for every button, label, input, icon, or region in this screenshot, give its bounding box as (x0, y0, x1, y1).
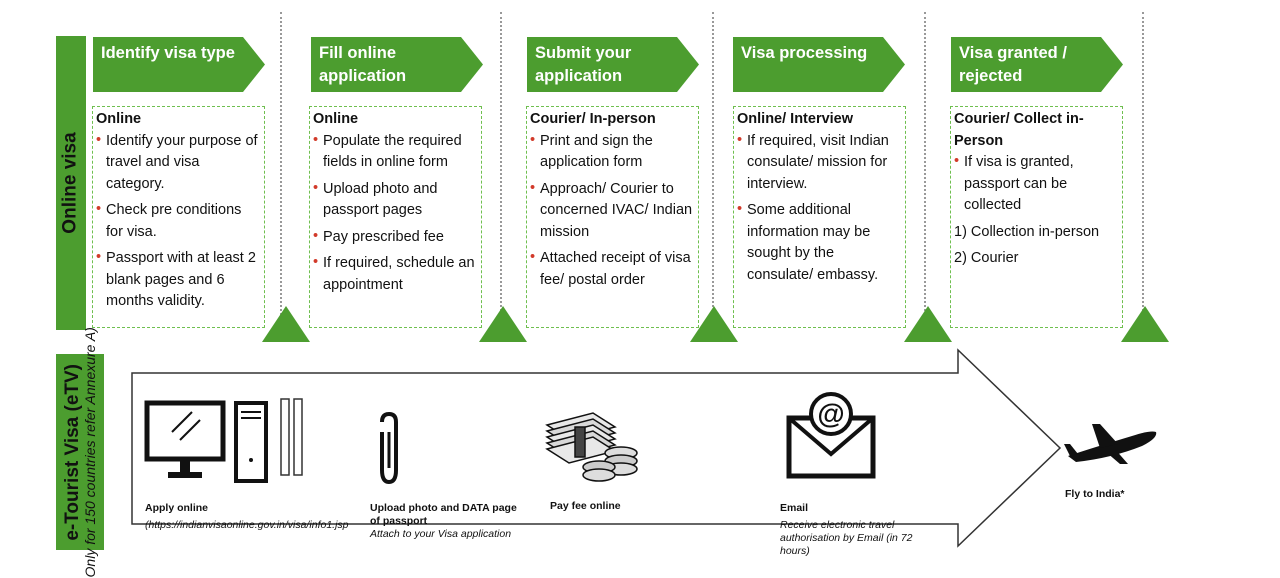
paperclip-icon (380, 411, 398, 485)
step-5-option: 2) Courier (954, 250, 1019, 266)
step-1-box: Online Identify your purpose of travel a… (92, 106, 265, 328)
step-3-bullet: Approach/ Courier to concerned IVAC/ Ind… (530, 178, 695, 244)
etv-email-label: Email (780, 502, 809, 514)
separator (500, 12, 502, 315)
step-3-bullet: Print and sign the application form (530, 130, 695, 174)
etv-pay-label: Pay fee online (550, 500, 621, 512)
step-1-mode: Online (96, 111, 142, 127)
etv-step-email: Email Receive electronic travel authoris… (780, 502, 930, 558)
step-1-bullet: Identify your purpose of travel and visa… (96, 130, 261, 196)
step-3-header: Submit your application (527, 37, 699, 92)
etv-step-fly: Fly to India* (1065, 488, 1165, 501)
step-2-box: Online Populate the required fields in o… (309, 106, 482, 328)
step-4-mode: Online/ Interview (737, 111, 854, 127)
step-5-mode: Courier/ Collect in-Person (954, 111, 1084, 149)
step-5-bullet: If visa is granted, passport can be coll… (954, 151, 1119, 217)
step-2-bullet: Pay prescribed fee (313, 226, 478, 249)
svg-text:@: @ (817, 398, 844, 429)
money-icon (545, 412, 638, 482)
etv-email-sub: Receive electronic travel authorisation … (780, 519, 913, 557)
etv-label-note: Only for 150 countries refer Annexure A) (81, 326, 98, 578)
step-1-header: Identify visa type (93, 37, 265, 92)
step-4-box: Online/ Interview If required, visit Ind… (733, 106, 906, 328)
step-2-mode: Online (313, 111, 359, 127)
step-4-bullet: If required, visit Indian consulate/ mis… (737, 130, 902, 196)
step-2-bullet: If required, schedule an appointment (313, 252, 478, 296)
step-2-header: Fill online application (311, 37, 483, 92)
step-4-bullet: Some additional information may be sough… (737, 199, 902, 286)
step-2-bullet: Upload photo and passport pages (313, 178, 478, 222)
airplane-icon (1064, 424, 1157, 464)
email-icon: @ (786, 392, 876, 479)
etv-upload-sub: Attach to your Visa application (370, 528, 512, 540)
step-1-triangle (262, 306, 310, 342)
step-5-header: Visa granted / rejected (951, 37, 1123, 92)
separator (924, 12, 926, 315)
etv-step-apply: Apply online (https://indianvisaonline.g… (145, 502, 349, 532)
step-2-triangle (479, 306, 527, 342)
step-5-box: Courier/ Collect in-Person If visa is gr… (950, 106, 1123, 328)
online-visa-label: Online visa (56, 36, 86, 330)
step-1-bullet: Check pre conditions for visa. (96, 199, 261, 243)
step-2-bullet: Populate the required fields in online f… (313, 130, 478, 174)
etv-apply-label: Apply online (145, 502, 208, 514)
etv-step-upload: Upload photo and DATA page of passport A… (370, 502, 520, 541)
separator (712, 12, 714, 315)
etv-fly-label: Fly to India* (1065, 488, 1125, 500)
step-1-bullet: Passport with at least 2 blank pages and… (96, 247, 261, 313)
etv-step-pay: Pay fee online (550, 500, 680, 513)
step-5-option: 1) Collection in-person (954, 223, 1100, 240)
etv-label: e-Tourist Visa (eTV) Only for 150 countr… (56, 327, 104, 577)
online-visa-label-text: Online visa (60, 132, 81, 234)
etv-label-title: e-Tourist Visa (eTV) (61, 363, 83, 541)
etv-apply-url: (https://indianvisaonline.gov.in/visa/in… (145, 519, 349, 531)
step-3-box: Courier/ In-person Print and sign the ap… (526, 106, 699, 328)
step-3-triangle (690, 306, 738, 342)
step-5-triangle (1121, 306, 1169, 342)
bars-icon (280, 398, 303, 476)
step-3-mode: Courier/ In-person (530, 111, 656, 127)
step-4-header: Visa processing (733, 37, 905, 92)
separator (280, 12, 282, 315)
step-4-triangle (904, 306, 952, 342)
step-3-bullet: Attached receipt of visa fee/ postal ord… (530, 247, 695, 291)
etv-upload-label: Upload photo and DATA page of passport (370, 502, 517, 527)
separator (1142, 12, 1144, 315)
computer-icon (144, 400, 268, 483)
